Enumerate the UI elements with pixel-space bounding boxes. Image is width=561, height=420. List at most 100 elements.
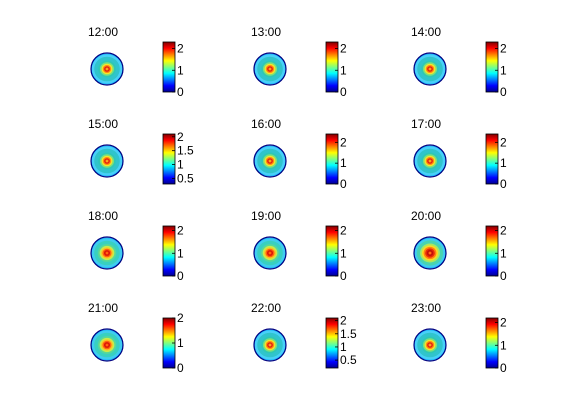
colorbar-tick-label: 1.5 [177, 144, 194, 158]
colorbar-gradient [162, 225, 176, 277]
disc-outline [90, 144, 124, 178]
colorbar-tick-label: 1 [177, 158, 184, 172]
colorbar: 0 1 2 [162, 41, 184, 99]
colorbar-tick-label: 1 [340, 63, 347, 77]
subplot-4: 15:00 0.511.52 [88, 117, 194, 185]
radial-heatmap-disc [414, 145, 446, 177]
subplot-title: 16:00 [251, 117, 281, 131]
colorbar-gradient [325, 317, 339, 369]
subplot-title: 18:00 [88, 209, 118, 223]
subplot-3: 14:00 0 1 2 [411, 25, 507, 99]
subplot-title: 22:00 [251, 301, 281, 315]
disc-outline [90, 328, 124, 362]
subplot-title: 15:00 [88, 117, 118, 131]
subplot-10: 21:00 0 1 2 [88, 301, 184, 375]
subplot-2: 13:00 0 1 2 [251, 25, 347, 99]
colorbar-gradient [162, 133, 176, 185]
colorbar-tick-label: 2 [177, 42, 184, 56]
colorbar-tick-label: 2 [177, 311, 184, 325]
radial-heatmap-disc [91, 329, 123, 361]
radial-heatmap-disc [254, 237, 286, 269]
radial-heatmap-disc [414, 329, 446, 361]
disc-outline [413, 328, 447, 362]
disc-outline [413, 52, 447, 86]
colorbar-tick-label: 1 [340, 246, 347, 260]
subplot-title: 13:00 [251, 25, 281, 39]
disc-outline [90, 236, 124, 270]
colorbar-tick-label: 1 [340, 340, 347, 354]
colorbar-tick-label: 0 [340, 85, 347, 99]
colorbar-tick-label: 1 [177, 246, 184, 260]
colorbar-tick-label: 0 [500, 361, 507, 375]
colorbar: 0 1 2 [485, 316, 507, 375]
colorbar-tick-label: 2 [340, 224, 347, 238]
radial-heatmap-disc [254, 329, 286, 361]
colorbar-gradient [325, 133, 339, 185]
colorbar-tick-label: 2 [340, 314, 347, 328]
subplot-title: 17:00 [411, 117, 441, 131]
colorbar-tick-label: 1 [500, 156, 507, 170]
subplot-6: 17:00 0 1 2 [411, 117, 507, 191]
colorbar-tick-label: 0 [500, 85, 507, 99]
colorbar-tick-label: 0 [500, 269, 507, 283]
subplot-title: 21:00 [88, 301, 118, 315]
colorbar-tick-label: 2 [177, 130, 184, 144]
colorbar-tick-label: 2 [500, 316, 507, 330]
radial-heatmap-disc [414, 53, 446, 85]
colorbar: 0.511.52 [162, 130, 194, 185]
disc-outline [413, 144, 447, 178]
colorbar: 0 1 2 [485, 224, 507, 283]
colorbar-tick-label: 2 [340, 135, 347, 149]
disc-outline [253, 328, 287, 362]
colorbar: 0 1 2 [325, 133, 347, 191]
radial-heatmap-disc [91, 237, 123, 269]
colorbar-tick-label: 0.5 [177, 171, 194, 185]
colorbar-tick-label: 0 [177, 361, 184, 375]
colorbar-gradient [325, 41, 339, 93]
colorbar-tick-label: 0 [340, 269, 347, 283]
radial-heatmap-disc [254, 145, 286, 177]
colorbar-tick-label: 1 [177, 336, 184, 350]
colorbar: 0 1 2 [485, 42, 507, 99]
colorbar-gradient [485, 225, 499, 277]
subplot-title: 14:00 [411, 25, 441, 39]
subplot-5: 16:00 0 1 2 [251, 117, 347, 191]
subplot-12: 23:00 0 1 2 [411, 301, 507, 375]
colorbar-tick-label: 0 [500, 177, 507, 191]
subplot-grid: 12:0001213:0001214:0001215:000.511.5216:… [88, 25, 507, 375]
subplot-title: 23:00 [411, 301, 441, 315]
colorbar-tick-label: 1 [500, 246, 507, 260]
subplot-9: 20:00 0 1 2 [411, 209, 507, 283]
subplot-11: 22:00 0.511.52 [251, 301, 357, 369]
disc-outline [253, 236, 287, 270]
subplot-1: 12:00 0 1 2 [88, 25, 184, 99]
colorbar: 0 1 2 [325, 41, 347, 99]
disc-outline [253, 52, 287, 86]
colorbar-tick-label: 2 [500, 42, 507, 56]
subplot-title: 12:00 [88, 25, 118, 39]
subplot-title: 20:00 [411, 209, 441, 223]
colorbar-tick-label: 1.5 [340, 327, 357, 341]
radial-heatmap-disc [254, 53, 286, 85]
colorbar-tick-label: 0 [340, 177, 347, 191]
colorbar-tick-label: 0 [177, 269, 184, 283]
colorbar-tick-label: 1 [340, 156, 347, 170]
colorbar-gradient [485, 317, 499, 369]
colorbar-gradient [485, 133, 499, 185]
colorbar-tick-label: 0 [177, 85, 184, 99]
colorbar: 0 1 2 [162, 224, 184, 283]
colorbar-tick-label: 1 [500, 338, 507, 352]
disc-outline [90, 52, 124, 86]
disc-outline [253, 144, 287, 178]
colorbar-tick-label: 2 [500, 224, 507, 238]
colorbar-gradient [325, 225, 339, 277]
disc-outline [413, 236, 447, 270]
colorbar-tick-label: 2 [500, 135, 507, 149]
colorbar-gradient [162, 41, 176, 93]
radial-heatmap-disc [91, 145, 123, 177]
colorbar-tick-label: 1 [177, 63, 184, 77]
colorbar: 0 1 2 [485, 133, 507, 191]
colorbar: 0.511.52 [325, 314, 357, 369]
colorbar-tick-label: 2 [177, 224, 184, 238]
